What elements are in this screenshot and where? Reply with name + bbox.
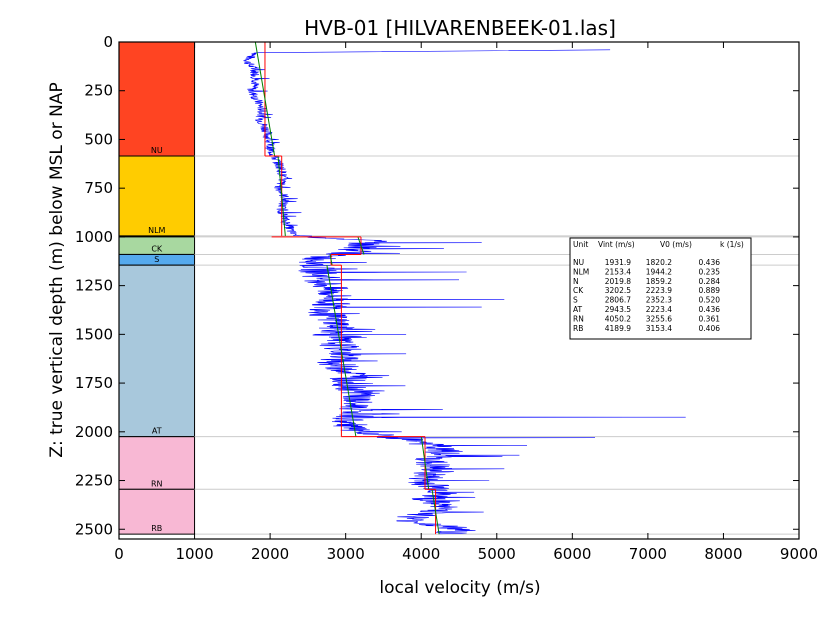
v0k-line-nu <box>254 41 276 157</box>
legend-cell: NLM <box>573 267 589 276</box>
x-tick-label: 0 <box>114 545 124 563</box>
y-tick-label: 1000 <box>75 228 113 246</box>
y-tick-label: 1250 <box>75 277 113 295</box>
legend-header-cell: k (1/s) <box>720 240 744 249</box>
v0k-line-rn <box>420 436 430 490</box>
unit-label-nlm: NLM <box>148 226 165 235</box>
velocity-log-line <box>243 49 686 535</box>
x-tick-label: 6000 <box>553 545 591 563</box>
x-tick-label: 7000 <box>629 545 667 563</box>
legend-cell: 3202.5 <box>605 286 631 295</box>
legend-box <box>569 237 752 340</box>
legend-cell: NU <box>573 258 584 267</box>
v0k-line-at <box>326 265 357 437</box>
x-tick-label: 4000 <box>402 545 440 563</box>
y-tick-label: 2000 <box>75 423 113 441</box>
legend-cell: 1859.2 <box>646 277 672 286</box>
x-axis-label: local velocity (m/s) <box>379 578 540 598</box>
y-tick-label: 0 <box>103 33 113 51</box>
unit-block-nlm <box>118 155 196 237</box>
unit-label-nu: NU <box>151 146 163 155</box>
axes: 0 1000 2000 3000 4000 5000 6000 7000 8000 9000025… <box>75 33 818 563</box>
legend-header-cell: Unit <box>573 240 588 249</box>
legend: Unit Vint (m/s) V0 (m/s) k (1/s) NU 1931.9 182… <box>569 237 752 340</box>
legend-cell: 2153.4 <box>605 267 631 276</box>
x-tick-label: 2000 <box>251 545 289 563</box>
legend-cell: 0.284 <box>699 277 721 286</box>
legend-cell: 4050.2 <box>605 314 631 323</box>
y-tick-label: 2250 <box>75 472 113 490</box>
velocity-log-series <box>243 49 686 535</box>
legend-cell: AT <box>573 305 583 314</box>
v0k-line-nlm <box>277 155 286 236</box>
legend-cell: N <box>573 277 579 286</box>
legend-cell: 2806.7 <box>605 296 631 305</box>
y-tick-label: 750 <box>84 179 113 197</box>
legend-cell: 0.406 <box>699 324 721 333</box>
legend-cell: 0.436 <box>699 258 721 267</box>
legend-header-cell: V0 (m/s) <box>660 240 692 249</box>
y-tick-label: 250 <box>84 82 113 100</box>
v0k-line-ck <box>357 236 365 255</box>
x-tick-label: 9000 <box>780 545 818 563</box>
unit-block-at <box>118 264 196 438</box>
legend-cell: 0.361 <box>699 314 721 323</box>
x-tick-label: 8000 <box>704 545 742 563</box>
y-tick-label: 1500 <box>75 325 113 343</box>
unit-label-rb: RB <box>151 524 162 533</box>
x-tick-label: 5000 <box>478 545 516 563</box>
legend-cell: RB <box>573 324 583 333</box>
legend-cell: 0.889 <box>699 286 721 295</box>
legend-cell: 0.235 <box>699 267 721 276</box>
legend-cell: 1944.2 <box>646 267 672 276</box>
unit-block-nu <box>118 41 196 157</box>
x-tick-label: 1000 <box>175 545 213 563</box>
legend-cell: 2943.5 <box>605 305 631 314</box>
x-tick-label: 3000 <box>327 545 365 563</box>
legend-cell: CK <box>573 286 584 295</box>
chart-title: HVB-01 [HILVARENBEEK-01.las] <box>304 16 616 40</box>
legend-header-cell: Vint (m/s) <box>598 240 635 249</box>
legend-cell: 2223.9 <box>646 286 672 295</box>
velocity-model-series <box>254 41 440 535</box>
v0k-line-s <box>329 254 333 266</box>
unit-block-rn <box>118 436 196 490</box>
legend-cell: S <box>573 296 578 305</box>
unit-boundaries <box>194 155 799 535</box>
legend-cell: 3255.6 <box>646 314 672 323</box>
legend-cell: 2019.8 <box>605 277 631 286</box>
stratigraphy-column: NU NLM CK S AT RN RB <box>118 41 196 535</box>
legend-cell: 4189.9 <box>605 324 631 333</box>
legend-cell: 2223.4 <box>646 305 672 314</box>
unit-label-s: S <box>154 255 159 264</box>
y-tick-label: 1750 <box>75 374 113 392</box>
legend-cell: RN <box>573 314 584 323</box>
y-axis-label: Z: true vertical depth (m) below MSL or … <box>47 82 67 457</box>
y-tick-label: 2500 <box>75 520 113 538</box>
unit-label-at: AT <box>152 427 162 436</box>
legend-cell: 1820.2 <box>646 258 672 267</box>
legend-cell: 0.520 <box>699 296 721 305</box>
unit-label-rn: RN <box>151 479 163 488</box>
v0k-line-rb <box>431 489 440 535</box>
legend-cell: 0.436 <box>699 305 721 314</box>
unit-label-ck: CK <box>151 244 163 253</box>
legend-cell: 2352.3 <box>646 296 672 305</box>
legend-cell: 3153.4 <box>646 324 672 333</box>
y-tick-label: 500 <box>84 130 113 148</box>
plot-frame <box>118 41 800 540</box>
legend-cell: 1931.9 <box>605 258 631 267</box>
